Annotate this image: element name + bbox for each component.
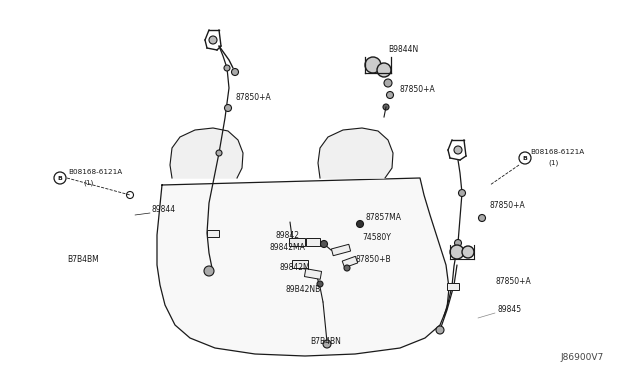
Circle shape: [462, 246, 474, 258]
Text: 89842M: 89842M: [280, 263, 310, 273]
Text: J86900V7: J86900V7: [560, 353, 604, 362]
Text: 74580Y: 74580Y: [362, 234, 391, 243]
Polygon shape: [157, 178, 449, 356]
Text: B9844N: B9844N: [388, 45, 419, 55]
Circle shape: [344, 265, 350, 271]
Text: (1): (1): [548, 160, 558, 166]
Bar: [305, 269, 321, 279]
Text: 89842MA: 89842MA: [270, 244, 306, 253]
Circle shape: [384, 79, 392, 87]
Bar: [332, 244, 351, 256]
Circle shape: [204, 266, 214, 276]
Text: 87850+B: 87850+B: [355, 256, 390, 264]
Bar: [289, 238, 305, 246]
Circle shape: [383, 104, 389, 110]
Text: B: B: [58, 176, 63, 180]
Circle shape: [224, 65, 230, 71]
Circle shape: [454, 146, 462, 154]
Text: B08168-6121A: B08168-6121A: [68, 169, 122, 175]
Circle shape: [317, 281, 323, 287]
Circle shape: [356, 221, 364, 228]
Text: 87857MA: 87857MA: [365, 214, 401, 222]
Text: 89844: 89844: [152, 205, 176, 215]
Circle shape: [436, 326, 444, 334]
Circle shape: [216, 150, 222, 156]
Text: B7B4BM: B7B4BM: [67, 256, 99, 264]
Bar: [207, 230, 219, 237]
Polygon shape: [170, 128, 243, 178]
Circle shape: [232, 68, 239, 76]
Text: 89842: 89842: [275, 231, 299, 241]
Text: 87850+A: 87850+A: [490, 201, 525, 209]
Text: 87850+A: 87850+A: [235, 93, 271, 103]
Bar: [342, 256, 358, 268]
Bar: [292, 260, 308, 268]
Circle shape: [365, 57, 381, 73]
Bar: [306, 238, 320, 246]
Text: B7B4BN: B7B4BN: [310, 337, 341, 346]
Polygon shape: [318, 128, 393, 178]
Circle shape: [321, 241, 328, 247]
Text: B08168-6121A: B08168-6121A: [530, 149, 584, 155]
Circle shape: [479, 215, 486, 221]
Circle shape: [323, 340, 331, 348]
Circle shape: [377, 63, 391, 77]
Text: 89845: 89845: [498, 305, 522, 314]
Circle shape: [454, 240, 461, 247]
Circle shape: [450, 245, 464, 259]
Text: B: B: [523, 155, 527, 160]
Text: (1): (1): [83, 180, 93, 186]
Circle shape: [209, 36, 217, 44]
Circle shape: [387, 92, 394, 99]
Circle shape: [458, 189, 465, 196]
Text: 87850+A: 87850+A: [495, 278, 531, 286]
Bar: [447, 282, 459, 289]
Circle shape: [225, 105, 232, 112]
Text: 87850+A: 87850+A: [400, 86, 436, 94]
Text: 89B42NB: 89B42NB: [285, 285, 320, 295]
